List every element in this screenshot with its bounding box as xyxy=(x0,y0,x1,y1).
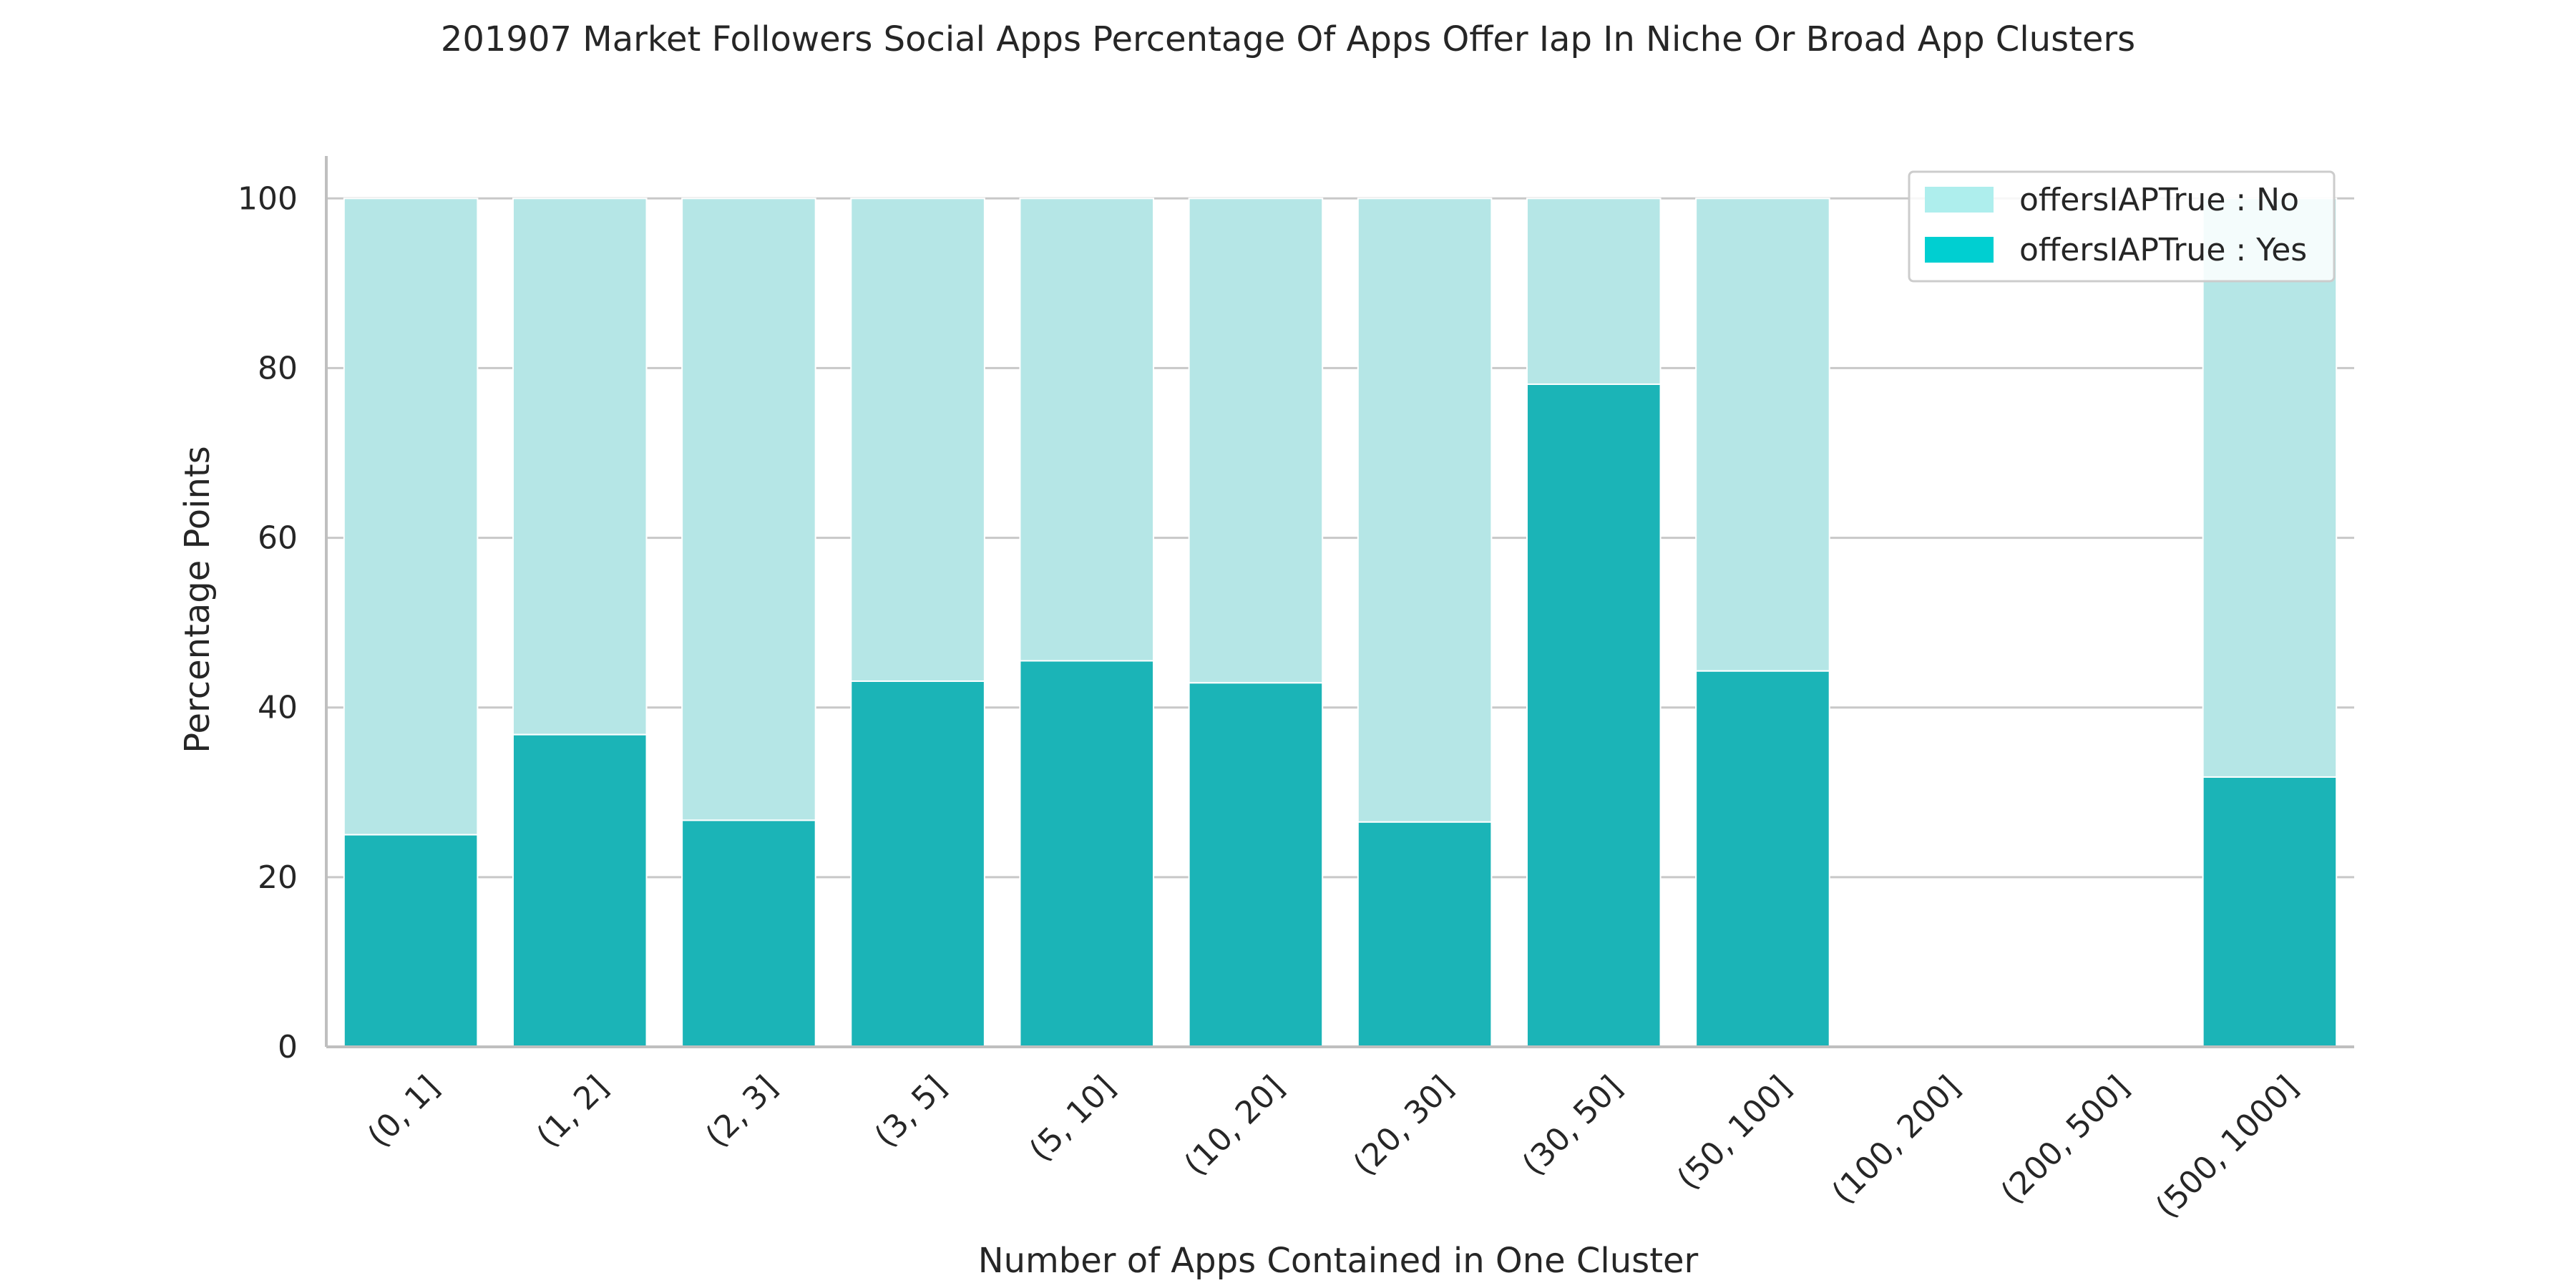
x-tick-label: (10, 20] xyxy=(1177,1069,1291,1183)
legend-swatch xyxy=(1925,187,1994,213)
bar-no xyxy=(2202,197,2338,778)
bar-no xyxy=(512,197,648,736)
bar-no xyxy=(1526,197,1662,385)
y-tick-label: 40 xyxy=(258,690,298,726)
bar-yes xyxy=(1526,383,1662,1048)
y-tick-label: 100 xyxy=(238,180,298,217)
y-tick-label: 0 xyxy=(278,1029,298,1065)
axes xyxy=(325,156,2354,1048)
y-tick-label: 80 xyxy=(258,350,298,386)
bar-no xyxy=(1188,197,1324,684)
x-tick-label: (100, 200] xyxy=(1825,1069,1967,1211)
bar-no xyxy=(1695,197,1830,672)
bar-no xyxy=(681,197,816,821)
bar-yes xyxy=(1019,660,1155,1048)
chart-title: 201907 Market Followers Social Apps Perc… xyxy=(441,19,2135,59)
x-tick-label: (1, 2] xyxy=(530,1069,615,1155)
x-tick-label: (2, 3] xyxy=(698,1069,784,1155)
x-tick-label: (5, 10] xyxy=(1023,1069,1123,1169)
x-tick-label: (0, 1] xyxy=(361,1069,447,1155)
y-axis-title: Percentage Points xyxy=(177,446,218,753)
x-tick-label: (30, 50] xyxy=(1516,1069,1629,1183)
x-tick-labels: (0, 1] (1, 2] (2, 3] (3, 5] (5, 10] (10, 20] (… xyxy=(361,1069,2306,1226)
bar-yes xyxy=(2202,776,2338,1048)
y-tick-label: 60 xyxy=(258,520,298,557)
legend: offersIAPTrue : No offersIAPTrue : Yes xyxy=(1908,170,2336,283)
bars xyxy=(343,197,2338,1048)
legend-box xyxy=(1908,170,2336,283)
x-tick-label: (200, 500] xyxy=(1994,1069,2137,1211)
bar-no xyxy=(1019,197,1155,662)
bar-yes xyxy=(512,733,648,1048)
bar-no xyxy=(343,197,479,836)
x-tick-label: (3, 5] xyxy=(868,1069,954,1155)
bar-no xyxy=(1357,197,1493,823)
y-tick-labels: 0 20 40 60 80 100 xyxy=(238,180,298,1065)
y-tick-label: 20 xyxy=(258,859,298,896)
legend-swatch xyxy=(1925,237,1994,263)
x-axis-title: Number of Apps Contained in One Cluster xyxy=(978,1241,1699,1281)
bar-yes xyxy=(681,819,816,1048)
x-tick-label: (20, 30] xyxy=(1347,1069,1460,1183)
x-tick-label: (500, 1000] xyxy=(2149,1069,2306,1226)
x-tick-label: (50, 100] xyxy=(1670,1069,1798,1197)
bar-yes xyxy=(1188,682,1324,1048)
bar-yes xyxy=(1695,670,1830,1048)
bar-yes xyxy=(343,834,479,1048)
bar-yes xyxy=(1357,821,1493,1048)
legend-label: offersIAPTrue : Yes xyxy=(2019,232,2307,268)
bar-yes xyxy=(850,680,985,1048)
bar-no xyxy=(850,197,985,682)
legend-label: offersIAPTrue : No xyxy=(2019,182,2299,218)
